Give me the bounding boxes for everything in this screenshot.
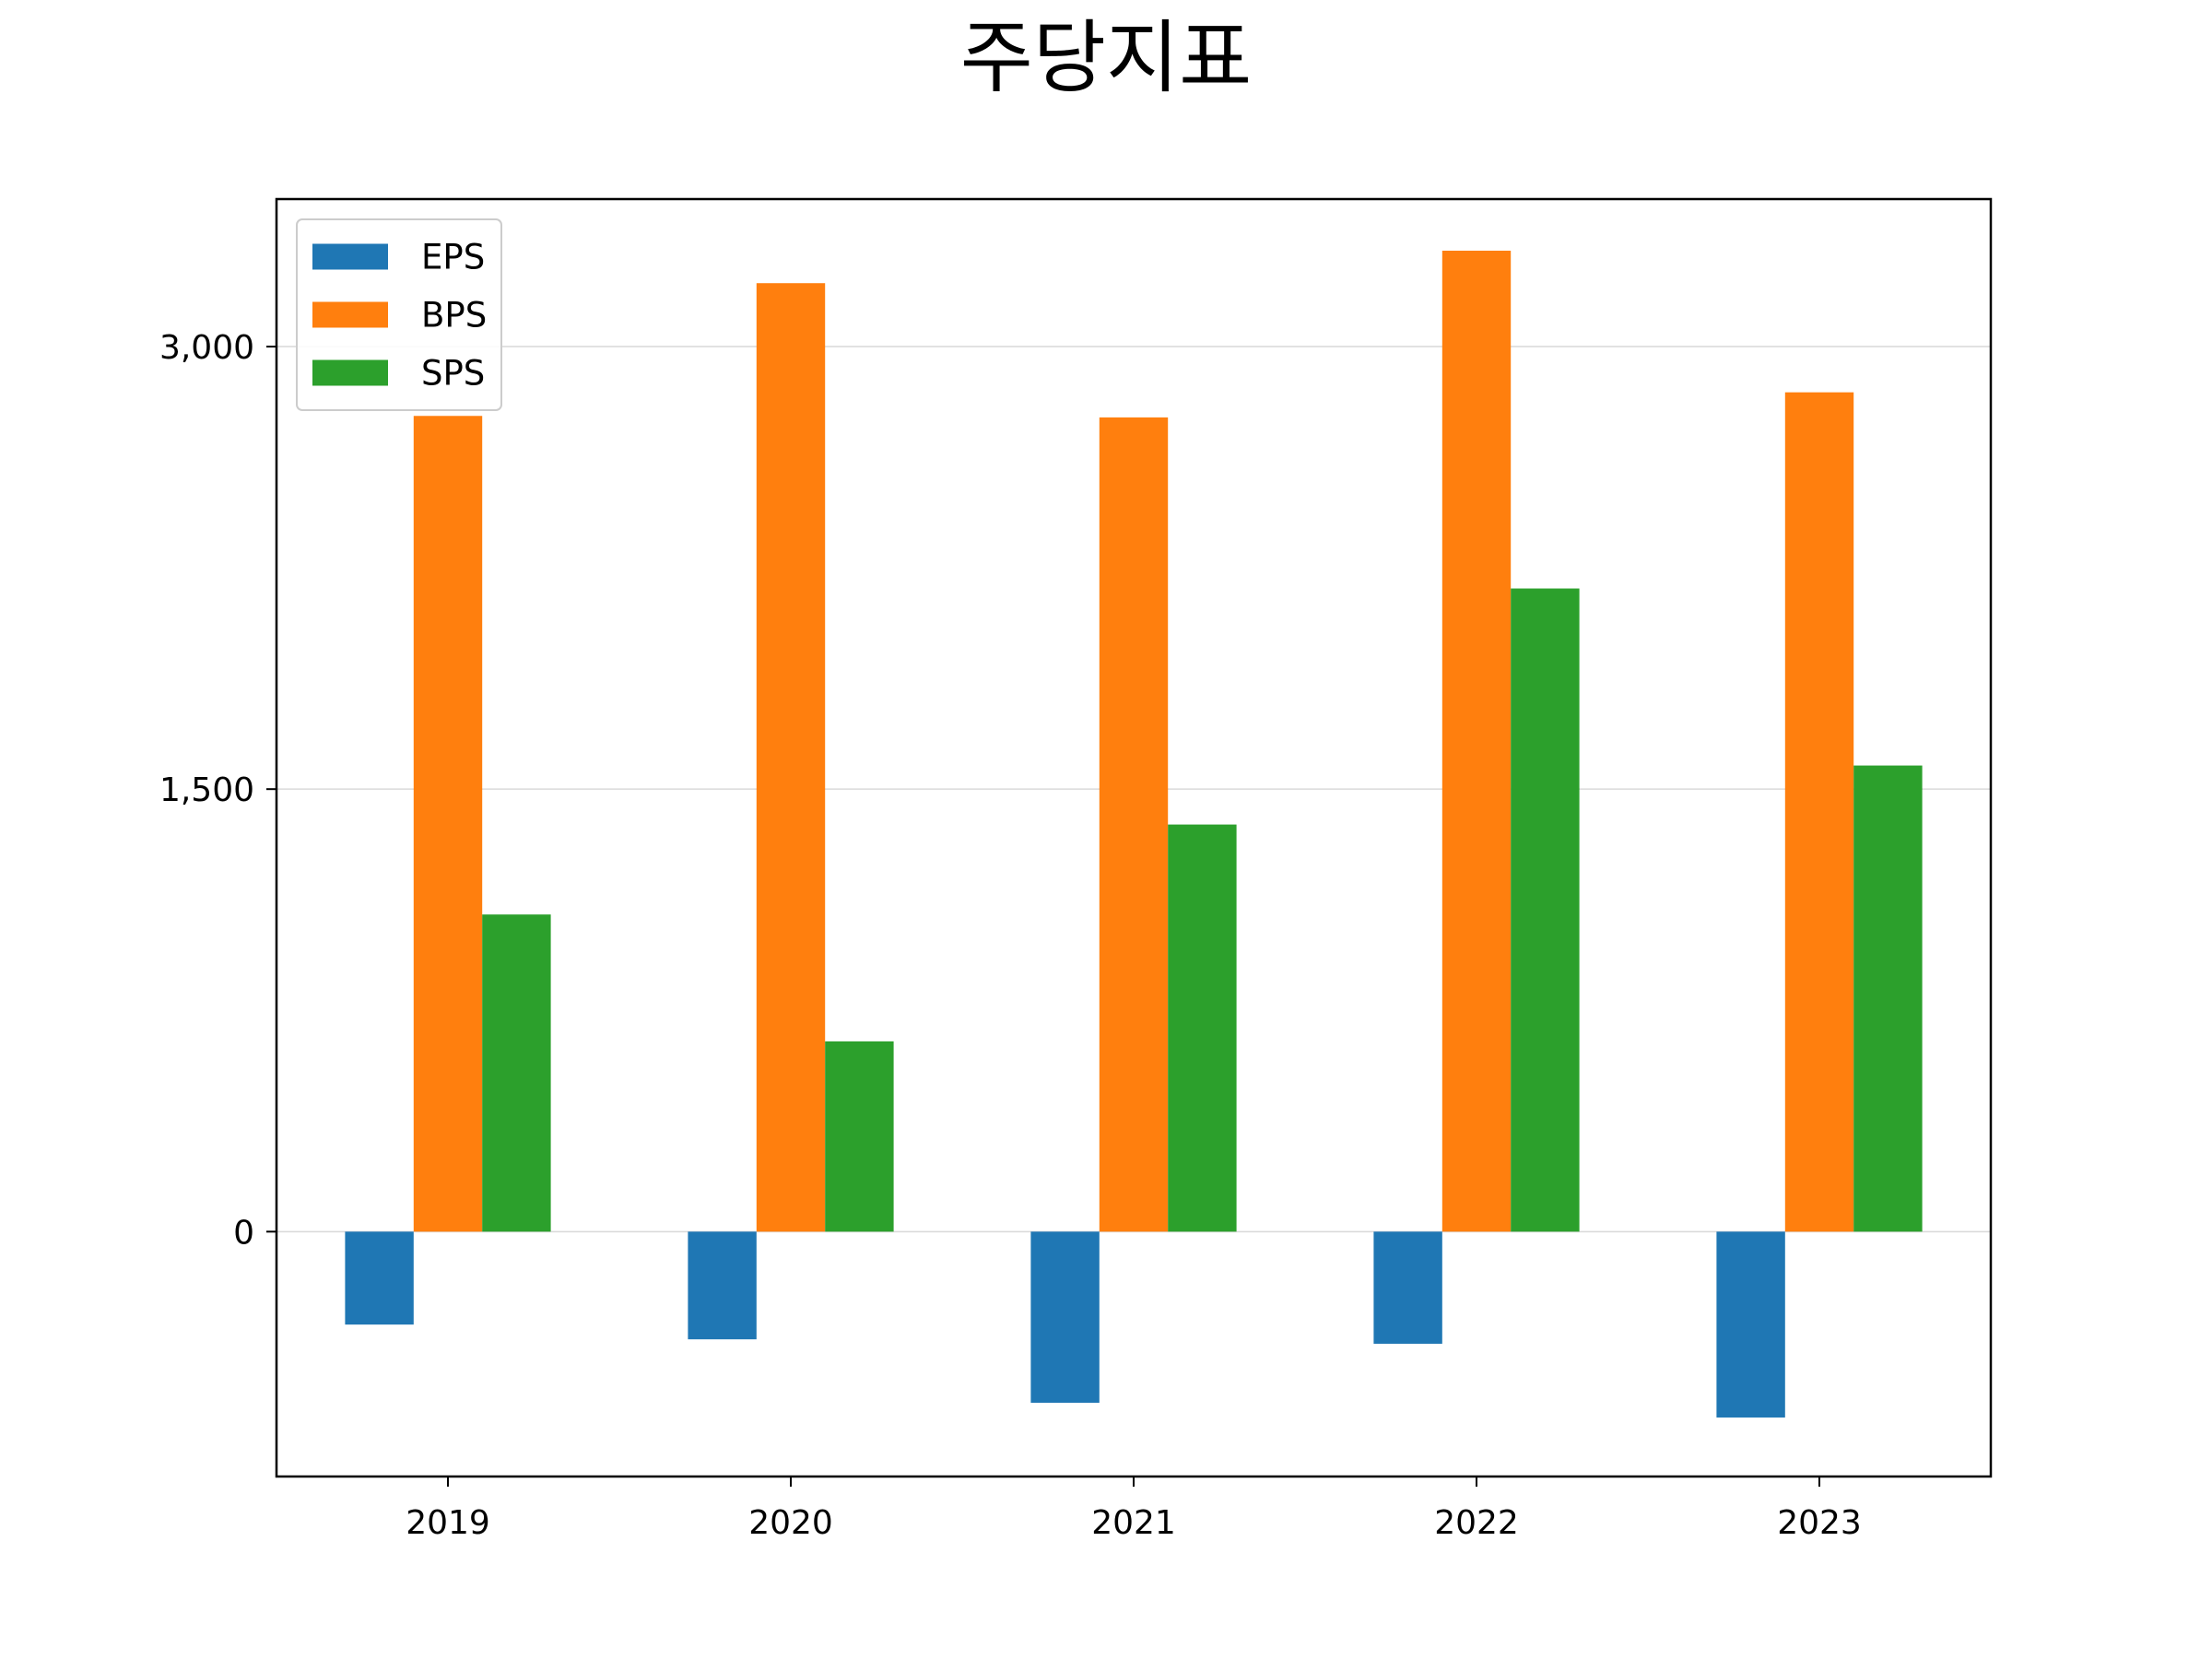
chart-title: 주당지표 (960, 12, 1252, 104)
bar-sps-2023 (1853, 765, 1923, 1232)
bar-sps-2019 (482, 914, 551, 1232)
x-tick-label-2023: 2023 (1777, 1504, 1862, 1542)
bars (345, 251, 1923, 1418)
bar-eps-2022 (1373, 1231, 1442, 1344)
y-tick-label-2: 3,000 (159, 329, 254, 367)
x-axis: 2019 2020 2021 2022 2023 (406, 1477, 1862, 1542)
bar-eps-2019 (345, 1231, 414, 1325)
y-axis: 0 1,500 3,000 (159, 329, 276, 1252)
x-tick-label-2021: 2021 (1091, 1504, 1176, 1542)
bar-eps-2020 (688, 1231, 757, 1340)
bar-bps-2021 (1099, 417, 1169, 1232)
y-tick-label-1: 1,500 (159, 771, 254, 809)
bar-bps-2023 (1784, 392, 1854, 1232)
bar-bps-2019 (413, 416, 483, 1232)
legend-swatch-sps (312, 359, 388, 386)
bar-sps-2021 (1168, 824, 1237, 1232)
legend-label-eps: EPS (421, 238, 485, 277)
x-tick-label-2022: 2022 (1434, 1504, 1519, 1542)
x-tick-label-2019: 2019 (406, 1504, 490, 1542)
legend: EPS BPS SPS (296, 218, 502, 411)
bar-sps-2022 (1511, 588, 1580, 1232)
bar-eps-2023 (1716, 1231, 1785, 1418)
bar-bps-2022 (1441, 251, 1512, 1232)
bar-sps-2020 (825, 1041, 894, 1232)
bar-bps-2020 (756, 283, 826, 1232)
legend-swatch-bps (312, 301, 388, 328)
legend-swatch-eps (312, 243, 388, 270)
y-tick-label-0: 0 (233, 1214, 254, 1252)
x-tick-label-2020: 2020 (748, 1504, 833, 1542)
legend-label-sps: SPS (421, 354, 485, 394)
legend-label-bps: BPS (421, 296, 487, 335)
bar-eps-2021 (1030, 1231, 1100, 1403)
